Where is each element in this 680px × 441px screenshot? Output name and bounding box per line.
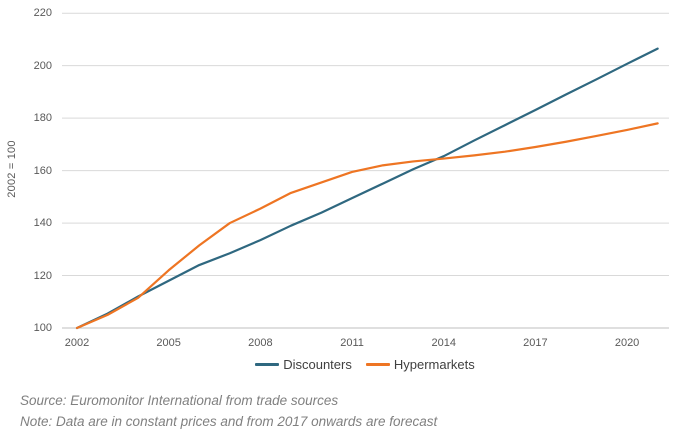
x-tick-label: 2002 [64,337,90,349]
y-tick-label: 140 [33,217,52,230]
legend: Discounters Hypermarkets [62,357,668,372]
legend-item-hypermarkets: Hypermarkets [365,357,475,372]
x-tick-label: 2014 [431,337,456,349]
y-tick-label: 200 [33,59,52,72]
line-chart-plot-area [62,12,669,330]
x-tick-label: 2017 [523,337,548,349]
y-tick-label: 220 [33,7,52,20]
discounters-line-swatch-icon [255,363,280,366]
footnotes: Source: Euromonitor International from t… [20,390,660,432]
legend-label-discounters: Discounters [283,357,352,372]
note-text: Note: Data are in constant prices and fr… [20,414,438,429]
hypermarkets-line-swatch-icon [365,363,390,366]
legend-label-hypermarkets: Hypermarkets [393,357,475,372]
y-tick-label: 120 [33,269,52,282]
source-text: Source: Euromonitor International from t… [20,393,339,408]
y-tick-label: 100 [33,322,52,334]
y-tick-label: 160 [33,164,52,177]
series-line-hypermarkets [75,122,659,330]
x-tick-label: 2008 [248,337,273,349]
x-tick-label: 2005 [156,337,181,349]
legend-item-discounters: Discounters [255,357,352,372]
x-tick-label: 2020 [614,337,640,349]
y-tick-label: 180 [33,112,52,125]
series-line-discounters [75,47,659,330]
x-tick-label: 2011 [340,337,364,349]
